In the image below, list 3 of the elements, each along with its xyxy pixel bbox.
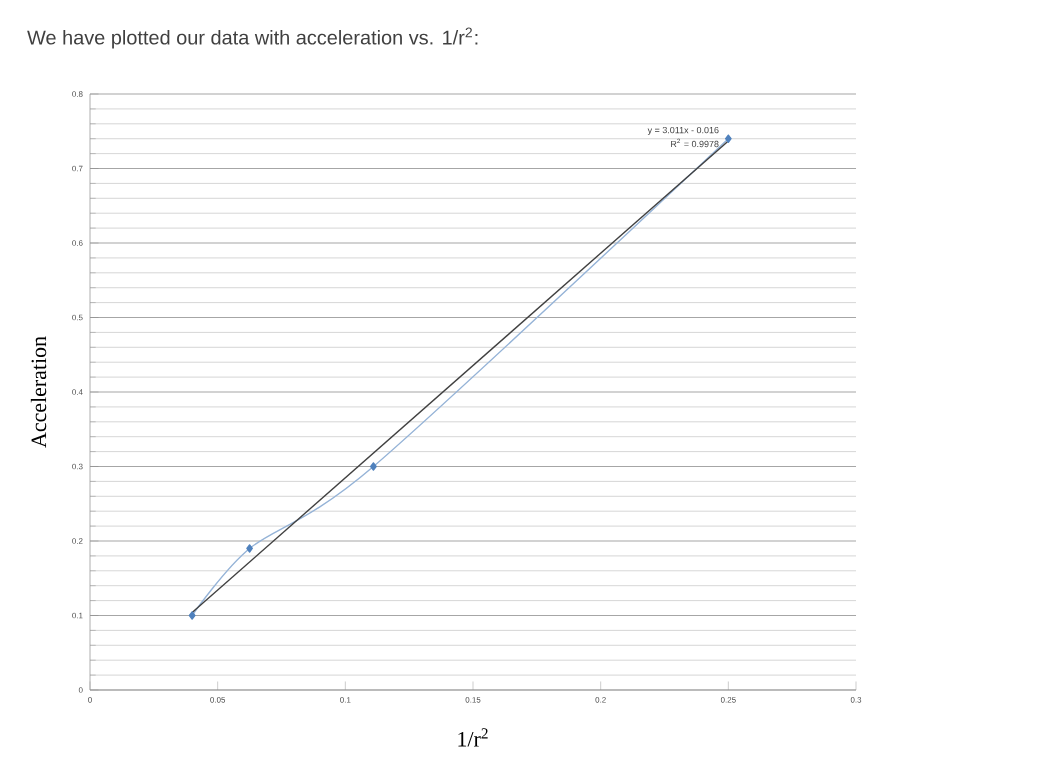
x-axis-title: 1/r$^{2}$ [458,728,488,747]
chart-title: We have plotted our data with acceleration vs. 1/r$^{2}$: [27,27,478,49]
y-axis-title: Acceleration [30,336,47,448]
